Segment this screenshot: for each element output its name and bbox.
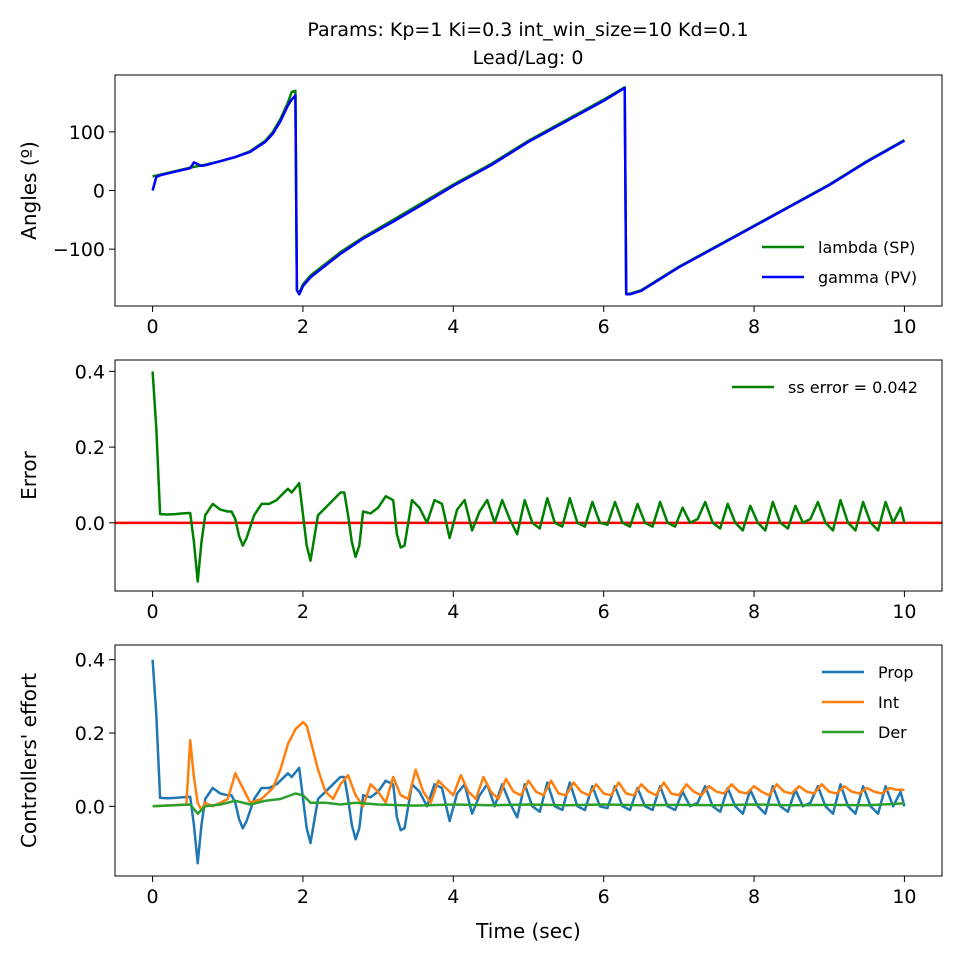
legend-label-der: Der bbox=[878, 723, 907, 742]
legend-label-gamma-pv: gamma (PV) bbox=[818, 268, 917, 287]
x-tick-label: 10 bbox=[892, 316, 916, 338]
x-tick-label: 10 bbox=[892, 886, 916, 908]
y-axis-label: Controllers' effort bbox=[17, 673, 41, 848]
legend: ss error = 0.042 bbox=[732, 378, 918, 397]
angles-panel: 0 2 4 6 8 10 −100 0 100 Angles (º) lambda (SP) gamm… bbox=[17, 74, 943, 338]
legend: lambda (SP) gamma (PV) bbox=[762, 238, 917, 287]
series-line-int bbox=[152, 720, 905, 812]
x-axis-label: Time (sec) bbox=[475, 919, 581, 943]
x-tick-label: 6 bbox=[598, 316, 610, 338]
legend-label-int: Int bbox=[878, 693, 899, 712]
series-line-gamma-pv bbox=[151, 86, 906, 296]
x-tick-label: 6 bbox=[598, 886, 610, 908]
series-line-ss-error-0-042 bbox=[151, 371, 906, 583]
y-tick-label: 100 bbox=[69, 122, 105, 144]
x-tick-label: 2 bbox=[297, 601, 309, 623]
legend-label-ss-error-0-042: ss error = 0.042 bbox=[788, 378, 918, 397]
x-tick-label: 4 bbox=[447, 601, 459, 623]
y-tick-label: 0.2 bbox=[75, 723, 105, 745]
series-line-der bbox=[152, 792, 905, 815]
x-tick-label: 4 bbox=[447, 886, 459, 908]
effort-panel: 0 2 4 6 8 10 0.0 0.2 0.4 Controllers' effort Time … bbox=[17, 644, 943, 943]
figure-title-line2: Lead/Lag: 0 bbox=[473, 47, 584, 69]
error-panel: 0 2 4 6 8 10 0.0 0.2 0.4 Error ss error = 0.042 bbox=[17, 359, 943, 623]
x-tick-label: 8 bbox=[748, 601, 760, 623]
x-tick-label: 4 bbox=[447, 316, 459, 338]
x-tick-label: 0 bbox=[147, 601, 159, 623]
axes-frame bbox=[114, 644, 943, 877]
y-axis-label: Angles (º) bbox=[17, 141, 41, 240]
y-axis-label: Error bbox=[17, 450, 41, 500]
y-tick-label: 0.2 bbox=[75, 437, 105, 459]
x-tick-label: 6 bbox=[598, 601, 610, 623]
figure-title-line1: Params: Kp=1 Ki=0.3 int_win_size=10 Kd=0… bbox=[307, 19, 748, 41]
y-tick-label: 0.0 bbox=[75, 513, 105, 535]
legend-label-prop: Prop bbox=[878, 663, 914, 682]
x-tick-label: 0 bbox=[147, 316, 159, 338]
y-tick-label: 0.4 bbox=[75, 650, 105, 672]
x-tick-label: 10 bbox=[892, 601, 916, 623]
y-tick-label: 0 bbox=[93, 181, 105, 203]
x-tick-label: 0 bbox=[147, 886, 159, 908]
x-tick-label: 8 bbox=[748, 316, 760, 338]
y-tick-label: −100 bbox=[53, 239, 105, 261]
y-tick-label: 0.0 bbox=[75, 796, 105, 818]
y-tick-label: 0.4 bbox=[75, 361, 105, 383]
legend-label-lambda-sp: lambda (SP) bbox=[818, 238, 915, 257]
axes-frame bbox=[114, 359, 943, 592]
x-tick-label: 2 bbox=[297, 886, 309, 908]
x-tick-label: 8 bbox=[748, 886, 760, 908]
x-tick-label: 2 bbox=[297, 316, 309, 338]
legend: Prop Int Der bbox=[822, 663, 914, 742]
